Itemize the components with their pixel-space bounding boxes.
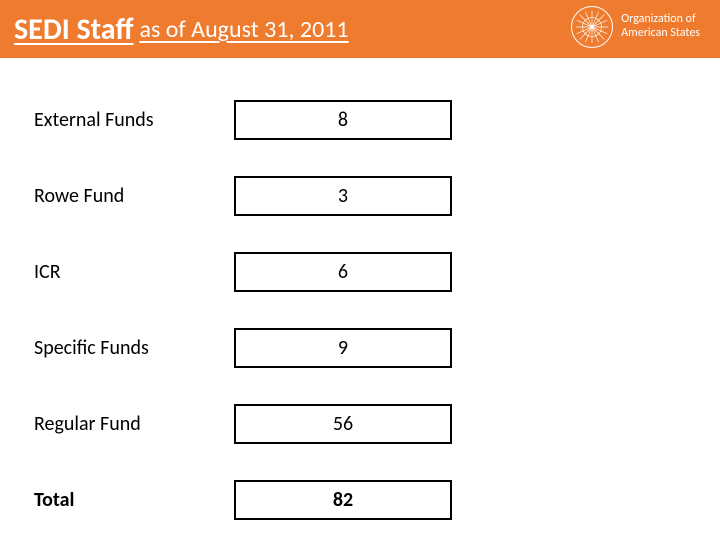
row-value: 8 [234,100,452,140]
row-label: External Funds [34,108,234,132]
row-label: Specific Funds [34,336,234,360]
row-value: 56 [234,404,452,444]
staff-table: External Funds 8 Rowe Fund 3 ICR 6 Speci… [0,58,720,538]
table-row: Regular Fund 56 [34,386,686,462]
page-title-rest: as of August 31, 2011 [139,15,348,44]
header-bar: SEDI Staff as of August 31, 2011 Organiz… [0,0,720,58]
table-row: ICR 6 [34,234,686,310]
row-label: Total [34,488,234,512]
row-label: Regular Fund [34,412,234,436]
row-label: ICR [34,260,234,284]
row-value: 82 [234,480,452,520]
org-name: Organization of American States [621,13,700,41]
org-name-line2: American States [621,27,700,41]
page-title-bold: SEDI Staff [14,11,133,48]
row-value: 3 [234,176,452,216]
org-logo: Organization of American States [571,6,700,48]
row-value: 6 [234,252,452,292]
table-row-total: Total 82 [34,462,686,538]
org-name-line1: Organization of [621,13,700,27]
table-row: External Funds 8 [34,82,686,158]
table-row: Specific Funds 9 [34,310,686,386]
table-row: Rowe Fund 3 [34,158,686,234]
oas-seal-svg [572,6,612,48]
row-label: Rowe Fund [34,184,234,208]
oas-seal-icon [571,6,613,48]
row-value: 9 [234,328,452,368]
